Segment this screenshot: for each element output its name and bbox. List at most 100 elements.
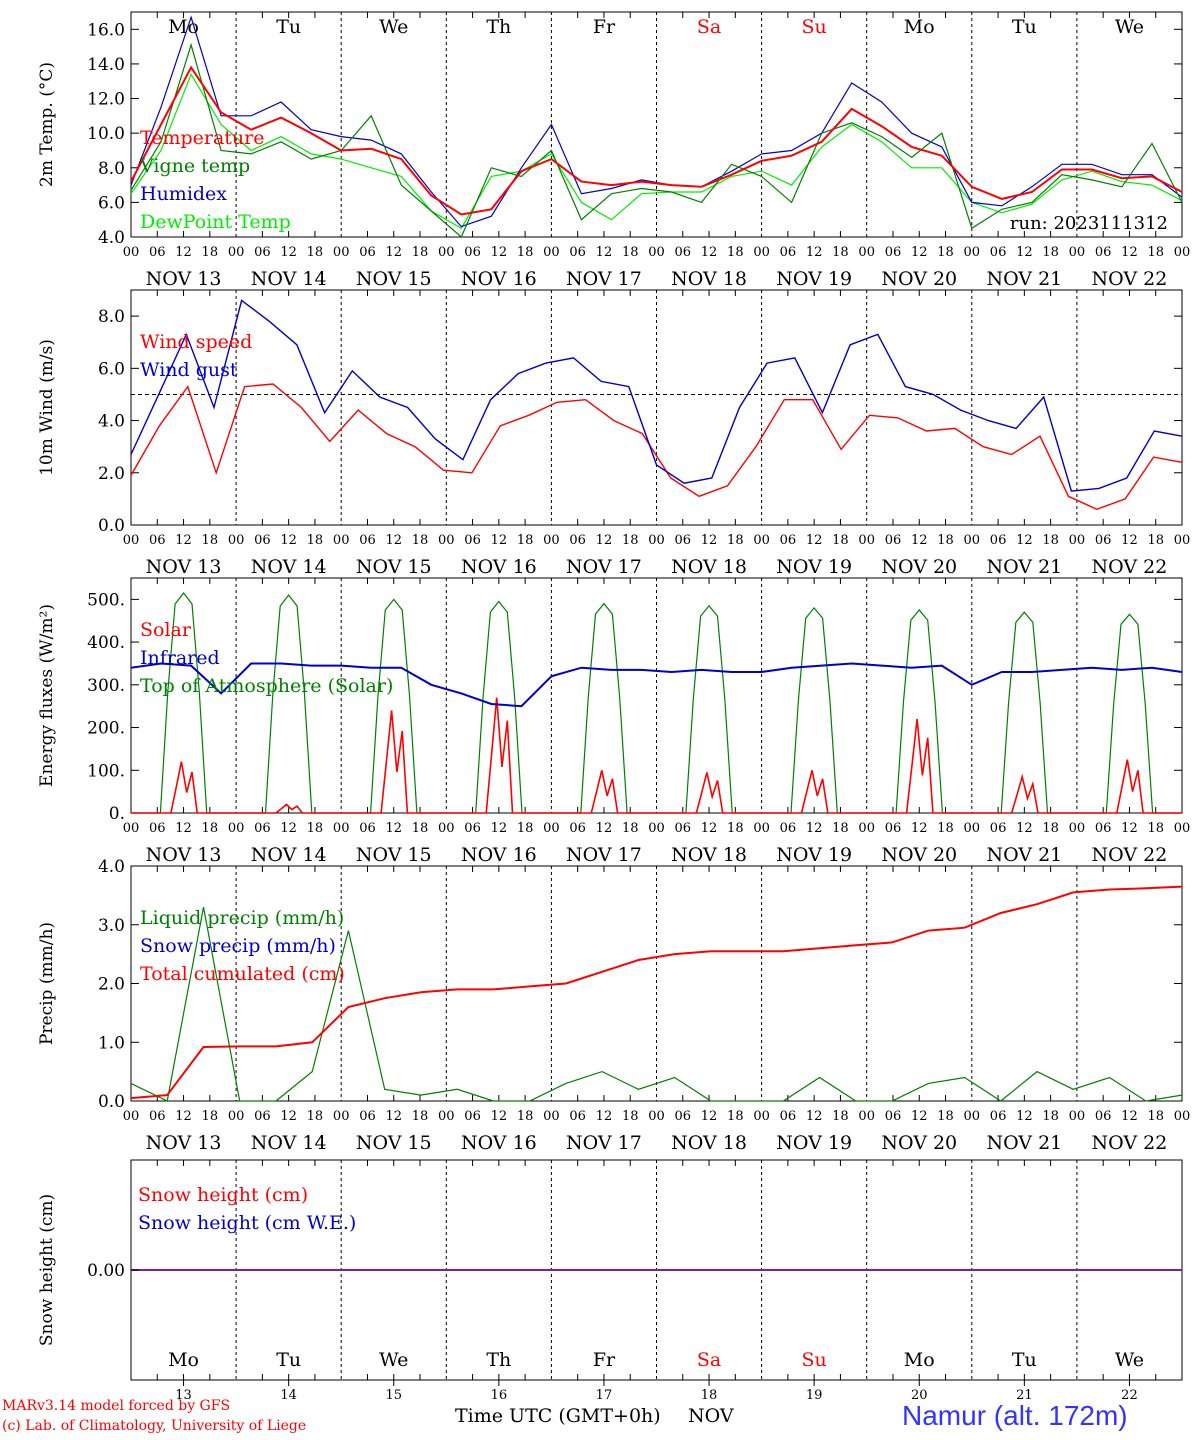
hour-label: 00: [1174, 533, 1191, 548]
hour-label: 12: [1016, 821, 1033, 836]
hour-label: 12: [596, 533, 613, 548]
date-label: NOV 22: [1092, 844, 1168, 866]
hour-label: 12: [911, 245, 928, 260]
hour-label: 18: [307, 1109, 324, 1124]
date-label: NOV 22: [1092, 556, 1168, 578]
weekday-label: We: [1115, 16, 1144, 38]
y-tick-label: 0.00: [87, 1261, 125, 1281]
hour-label: 06: [1095, 245, 1112, 260]
hour-label: 00: [858, 533, 875, 548]
hour-label: 00: [228, 533, 245, 548]
date-label: NOV 17: [566, 556, 642, 578]
legend-entry: Snow height (cm): [138, 1184, 308, 1206]
weekday-label: Fr: [593, 16, 616, 38]
legend-entry: DewPoint Temp: [140, 211, 291, 233]
hour-label: 00: [438, 821, 455, 836]
hour-label: 06: [254, 1109, 271, 1124]
hour-label: 12: [491, 245, 508, 260]
date-label: NOV 22: [1092, 268, 1168, 290]
hour-label: 00: [438, 533, 455, 548]
hour-label: 18: [1042, 821, 1059, 836]
date-label: NOV 14: [251, 268, 327, 290]
legend-entry: Infrared: [140, 647, 220, 669]
date-label: NOV 18: [671, 268, 747, 290]
hour-label: 00: [543, 1109, 560, 1124]
hour-label: 12: [1121, 821, 1138, 836]
date-label: NOV 21: [986, 1132, 1062, 1154]
hour-label: 18: [937, 245, 954, 260]
hour-label: 18: [622, 245, 639, 260]
hour-label: 06: [569, 533, 586, 548]
weekday-label: Mo: [904, 16, 935, 38]
y-tick-label: 6.0: [98, 359, 125, 379]
date-label: NOV 15: [356, 556, 432, 578]
hour-label: 12: [385, 245, 402, 260]
date-label: NOV 19: [776, 556, 852, 578]
hour-label: 18: [727, 821, 744, 836]
date-label: NOV 18: [671, 1132, 747, 1154]
y-tick-label: 400.: [87, 633, 125, 653]
series-line-solar: [131, 697, 1182, 814]
series-line-total: [130, 885, 1183, 1100]
hour-label: 12: [1121, 245, 1138, 260]
series-line-dewpoint-temp: [130, 72, 1183, 230]
hour-label: 06: [885, 533, 902, 548]
y-tick-label: 10.0: [87, 124, 125, 144]
y-tick-label: 4.0: [98, 412, 125, 432]
hour-label: 00: [1069, 245, 1086, 260]
hour-label: 12: [596, 245, 613, 260]
legend-entry: Solar: [140, 619, 192, 641]
hour-label: 06: [780, 821, 797, 836]
hour-label: 06: [990, 821, 1007, 836]
hour-label: 12: [175, 245, 192, 260]
date-label: NOV 17: [566, 844, 642, 866]
hour-label: 00: [858, 1109, 875, 1124]
y-axis-label: Snow height (cm): [37, 1194, 57, 1346]
hour-label: 00: [648, 821, 665, 836]
hour-label: 18: [202, 821, 219, 836]
legend-entry: Top of Atmosphere (Solar): [140, 675, 393, 697]
y-tick-label: 0.: [109, 804, 125, 824]
date-label: NOV 21: [986, 268, 1062, 290]
hour-label: 06: [359, 533, 376, 548]
date-label: NOV 13: [146, 556, 222, 578]
hour-label: 12: [701, 245, 718, 260]
hour-label: 06: [675, 821, 692, 836]
hour-label: 12: [596, 821, 613, 836]
hour-label: 00: [228, 245, 245, 260]
hour-label: 18: [307, 245, 324, 260]
hour-label: 18: [202, 533, 219, 548]
hour-label: 18: [622, 533, 639, 548]
hour-label: 12: [806, 245, 823, 260]
hour-label: 18: [412, 821, 429, 836]
hour-label: 18: [937, 821, 954, 836]
y-tick-label: 14.0: [87, 55, 125, 75]
hour-label: 18: [412, 1109, 429, 1124]
hour-label: 00: [543, 245, 560, 260]
weekday-label: Tu: [276, 16, 301, 38]
hour-label: 00: [1069, 1109, 1086, 1124]
y-axis-label: Energy fluxes (W/m²): [37, 604, 57, 787]
date-label: NOV 14: [251, 556, 327, 578]
hour-label: 00: [858, 821, 875, 836]
series-line-infrared: [130, 662, 1183, 708]
weekday-label: We: [379, 16, 408, 38]
hour-label: 06: [1095, 821, 1112, 836]
series-line-temperature: [130, 65, 1183, 216]
hour-label: 06: [1095, 533, 1112, 548]
date-label: NOV 19: [776, 1132, 852, 1154]
hour-label: 12: [911, 533, 928, 548]
hour-label: 18: [202, 245, 219, 260]
series-line-wind-gust: [130, 299, 1183, 492]
hour-label: 00: [123, 821, 140, 836]
legend-entry: Snow height (cm W.E.): [138, 1212, 356, 1234]
run-label: run: 2023111312: [1010, 213, 1168, 234]
hour-label: 18: [1147, 821, 1164, 836]
y-tick-label: 1.0: [98, 1033, 125, 1053]
location-label: Namur (alt. 172m): [902, 1400, 1128, 1431]
date-label: NOV 13: [146, 1132, 222, 1154]
y-tick-label: 4.0: [98, 857, 125, 877]
date-label: NOV 16: [461, 556, 537, 578]
day-number: 21: [1016, 1388, 1033, 1403]
hour-label: 18: [1147, 533, 1164, 548]
